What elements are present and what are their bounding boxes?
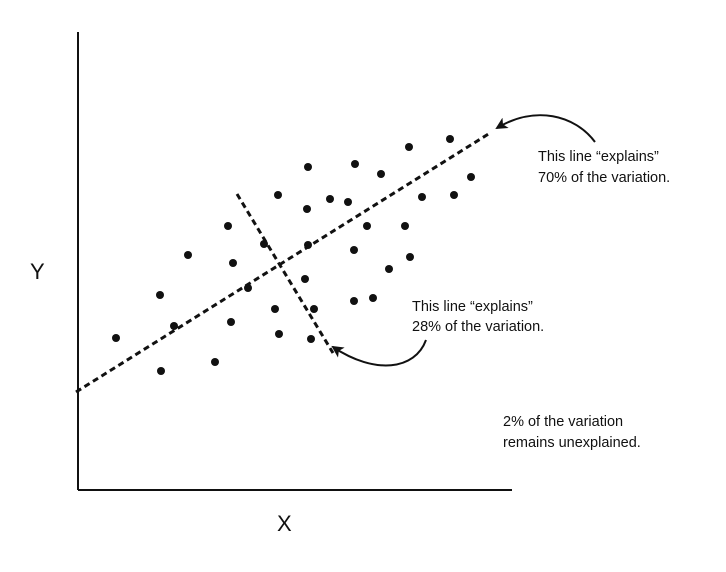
- primary-regression-line: [75, 131, 491, 394]
- data-point: [406, 253, 414, 261]
- secondary-line-note: This line “explains” 28% of the variatio…: [412, 299, 544, 335]
- data-point: [304, 163, 312, 171]
- data-point: [170, 322, 178, 330]
- data-point: [260, 240, 268, 248]
- data-point: [275, 330, 283, 338]
- data-point: [310, 305, 318, 313]
- data-point: [112, 334, 120, 342]
- scatter-points: [112, 135, 475, 375]
- data-point: [156, 291, 164, 299]
- data-point: [227, 318, 235, 326]
- data-point: [344, 198, 352, 206]
- primary-line-note: This line “explains” 70% of the variatio…: [538, 149, 670, 186]
- data-point: [450, 191, 458, 199]
- data-point: [385, 265, 393, 273]
- data-point: [467, 173, 475, 181]
- data-point: [401, 222, 409, 230]
- data-point: [211, 358, 219, 366]
- y-axis-label: Y: [30, 259, 45, 284]
- data-point: [351, 160, 359, 168]
- data-point: [303, 205, 311, 213]
- data-point: [271, 305, 279, 313]
- data-point: [307, 335, 315, 343]
- data-point: [405, 143, 413, 151]
- data-point: [326, 195, 334, 203]
- primary-callout-arrow: [495, 114, 596, 143]
- data-point: [369, 294, 377, 302]
- data-point: [157, 367, 165, 375]
- data-point: [224, 222, 232, 230]
- data-point: [184, 251, 192, 259]
- data-point: [229, 259, 237, 267]
- unexplained-note: 2% of the variation remains unexplained.: [503, 414, 641, 451]
- data-point: [446, 135, 454, 143]
- data-point: [301, 275, 309, 283]
- secondary-regression-line: [235, 193, 335, 354]
- data-point: [418, 193, 426, 201]
- data-point: [350, 246, 358, 254]
- data-point: [274, 191, 282, 199]
- data-point: [363, 222, 371, 230]
- data-point: [377, 170, 385, 178]
- x-axis-label: X: [277, 511, 292, 536]
- secondary-callout-arrow: [331, 339, 427, 367]
- data-point: [350, 297, 358, 305]
